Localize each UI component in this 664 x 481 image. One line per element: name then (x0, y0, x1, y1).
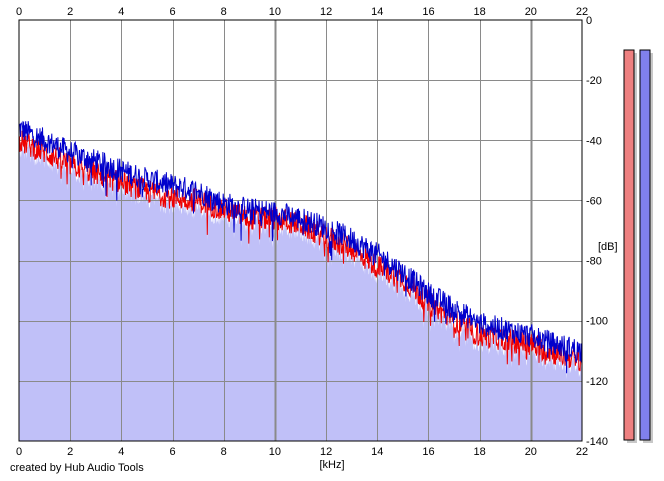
y-tick-label: -60 (586, 195, 602, 207)
x-tick-label-top: 14 (371, 6, 383, 18)
y-tick-label: -40 (586, 135, 602, 147)
x-tick-label-top: 22 (576, 6, 588, 18)
y-tick-label: -20 (586, 75, 602, 87)
x-tick-label-bottom: 4 (118, 446, 124, 458)
y-ticks: 0 -20 -40 -60 -80 -100 -120 -140 (586, 15, 608, 448)
level-meter (639, 49, 651, 441)
x-tick-label-bottom: 0 (16, 446, 22, 458)
x-axis-label: [kHz] (319, 459, 344, 471)
x-tick-label-top: 10 (269, 6, 281, 18)
x-tick-label-top: 2 (67, 6, 73, 18)
credit-text: created by Hub Audio Tools (10, 462, 144, 474)
x-tick-label-bottom: 2 (67, 446, 73, 458)
y-tick-label: -120 (586, 376, 608, 388)
x-tick-label-bottom: 8 (221, 446, 227, 458)
y-tick-label: -80 (586, 256, 602, 268)
x-tick-label-bottom: 6 (169, 446, 175, 458)
grid-lines (19, 20, 582, 441)
plot-frame (18, 19, 583, 442)
x-tick-label-bottom: 16 (422, 446, 434, 458)
x-tick-label-bottom: 18 (474, 446, 486, 458)
y-tick-label: 0 (586, 15, 592, 27)
x-tick-label-top: 6 (169, 6, 175, 18)
x-ticks-top: 0 2 4 6 8 10 12 14 16 18 20 22 (16, 6, 588, 18)
x-tick-label-top: 20 (525, 6, 537, 18)
x-tick-label-top: 4 (118, 6, 124, 18)
series-line (18, 120, 583, 374)
x-tick-label-bottom: 12 (320, 446, 332, 458)
level-meters (623, 49, 653, 443)
level-meter (623, 49, 635, 441)
x-tick-label-top: 18 (474, 6, 486, 18)
spectrum-fill (19, 136, 582, 442)
x-tick-label-top: 16 (422, 6, 434, 18)
series-lines (18, 120, 583, 374)
y-axis-label: [dB] (598, 241, 618, 253)
x-tick-label-bottom: 10 (269, 446, 281, 458)
x-tick-label-bottom: 22 (576, 446, 588, 458)
x-tick-label-bottom: 14 (371, 446, 383, 458)
x-tick-label-top: 12 (320, 6, 332, 18)
y-tick-label: -100 (586, 316, 608, 328)
x-ticks-bottom: 0 2 4 6 8 10 12 14 16 18 20 22 (16, 446, 588, 458)
x-tick-label-top: 0 (16, 6, 22, 18)
y-tick-label: -140 (586, 436, 608, 448)
x-tick-label-top: 8 (221, 6, 227, 18)
x-tick-label-bottom: 20 (525, 446, 537, 458)
